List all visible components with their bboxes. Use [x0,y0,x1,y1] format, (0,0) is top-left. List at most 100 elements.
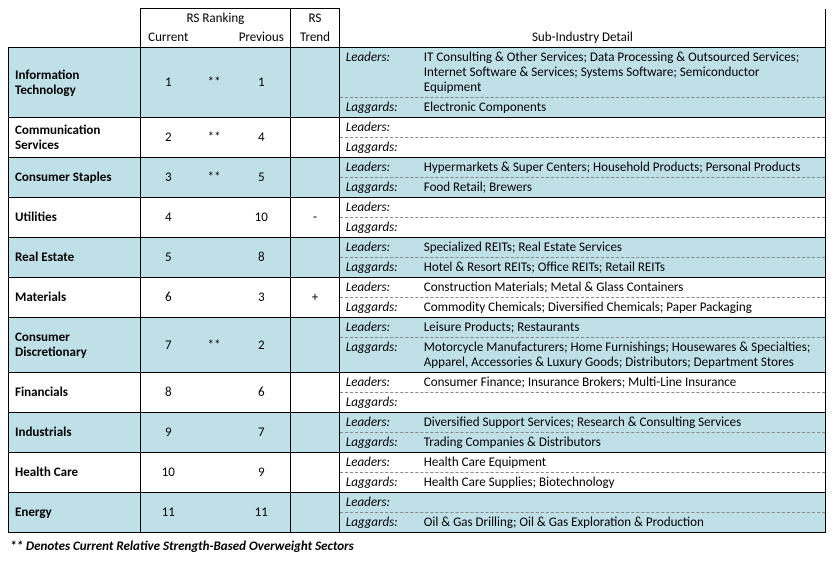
laggards-label: Laggards: [346,220,420,235]
current-rank: 6 [140,278,196,318]
sector-ranking-table: RS Ranking RS Current Previous Trend Sub… [8,8,826,533]
current-rank: 7 [140,318,196,373]
laggards-text: Trading Companies & Distributors [420,435,819,450]
sub-industry-detail: Leaders:Diversified Support Services; Re… [339,413,825,453]
leaders-label: Leaders: [346,200,420,215]
laggards-label: Laggards: [346,180,420,195]
sub-industry-detail: Leaders:Construction Materials; Metal & … [339,278,825,318]
overweight-mark [196,373,232,413]
table-row: Energy1111Leaders:Laggards:Oil & Gas Dri… [9,493,826,533]
sub-industry-detail: Leaders: Laggards: [339,198,825,238]
leaders-label: Leaders: [346,280,420,295]
header-previous: Previous [232,28,290,48]
laggards-label: Laggards: [346,340,420,355]
trend-cell [291,453,340,493]
header-detail-blank [339,9,825,29]
laggards-text: Health Care Supplies; Biotechnology [420,475,819,490]
leaders-label: Leaders: [346,415,420,430]
table-row: Utilities410-Leaders:Laggards: [9,198,826,238]
leaders-label: Leaders: [346,375,420,390]
corner-blank-2 [9,28,141,48]
current-rank: 1 [140,48,196,118]
previous-rank: 9 [232,453,290,493]
previous-rank: 11 [232,493,290,533]
leaders-text: Health Care Equipment [420,455,819,470]
overweight-mark: ** [196,158,232,198]
sector-name: Communication Services [9,118,141,158]
sector-name: Energy [9,493,141,533]
trend-cell [291,158,340,198]
header-rs-trend-line1: RS [291,9,340,29]
previous-rank: 2 [232,318,290,373]
trend-cell [291,413,340,453]
leaders-label: Leaders: [346,495,420,510]
sector-name: Materials [9,278,141,318]
sector-name: Utilities [9,198,141,238]
overweight-mark [196,278,232,318]
sector-name: Real Estate [9,238,141,278]
laggards-text: Motorcycle Manufacturers; Home Furnishin… [420,340,819,370]
overweight-mark: ** [196,48,232,118]
sector-name: Financials [9,373,141,413]
header-sub-industry: Sub-Industry Detail [339,28,825,48]
table-row: Information Technology1**1Leaders:IT Con… [9,48,826,118]
sub-industry-detail: Leaders:Hypermarkets & Super Centers; Ho… [339,158,825,198]
current-rank: 4 [140,198,196,238]
previous-rank: 8 [232,238,290,278]
table-row: Industrials97Leaders:Diversified Support… [9,413,826,453]
laggards-label: Laggards: [346,475,420,490]
table-row: Financials86 Leaders:Consumer Finance; In… [9,373,826,413]
sub-industry-detail: Leaders:Laggards:Oil & Gas Drilling; Oil… [339,493,825,533]
sub-industry-detail: Leaders:Health Care EquipmentLaggards:He… [339,453,825,493]
header-rs-ranking: RS Ranking [140,9,291,29]
header-mark-blank [196,28,232,48]
header-current: Current [140,28,196,48]
trend-cell [291,318,340,373]
sector-name: Industrials [9,413,141,453]
previous-rank: 5 [232,158,290,198]
sector-name: Information Technology [9,48,141,118]
overweight-mark [196,453,232,493]
previous-rank: 1 [232,48,290,118]
table-row: Consumer Staples3**5Leaders:Hypermarkets… [9,158,826,198]
leaders-label: Leaders: [346,160,420,175]
sector-name: Health Care [9,453,141,493]
sub-industry-detail: Leaders:Leisure Products; RestaurantsLag… [339,318,825,373]
table-row: Materials63+Leaders:Construction Materia… [9,278,826,318]
laggards-text: Hotel & Resort REITs; Office REITs; Reta… [420,260,819,275]
footnote: ** Denotes Current Relative Strength-Bas… [8,533,826,556]
laggards-label: Laggards: [346,140,420,155]
overweight-mark [196,238,232,278]
laggards-label: Laggards: [346,435,420,450]
previous-rank: 3 [232,278,290,318]
current-rank: 11 [140,493,196,533]
laggards-label: Laggards: [346,100,420,115]
leaders-label: Leaders: [346,50,420,65]
laggards-text: Electronic Components [420,100,819,115]
table-row: Health Care109Leaders:Health Care Equipm… [9,453,826,493]
laggards-text: Food Retail; Brewers [420,180,819,195]
sector-name: Consumer Staples [9,158,141,198]
laggards-text: Commodity Chemicals; Diversified Chemica… [420,300,819,315]
header-rs-trend-line2: Trend [291,28,340,48]
sub-industry-detail: Leaders:IT Consulting & Other Services; … [339,48,825,118]
leaders-label: Leaders: [346,120,420,135]
previous-rank: 4 [232,118,290,158]
table-row: Consumer Discretionary7**2Leaders:Leisur… [9,318,826,373]
sub-industry-detail: Leaders:Consumer Finance; Insurance Brok… [339,373,825,413]
laggards-label: Laggards: [346,260,420,275]
current-rank: 2 [140,118,196,158]
corner-blank [9,9,141,29]
overweight-mark [196,493,232,533]
trend-cell: + [291,278,340,318]
laggards-label: Laggards: [346,515,420,530]
current-rank: 8 [140,373,196,413]
leaders-text: Hypermarkets & Super Centers; Household … [420,160,819,175]
previous-rank: 6 [232,373,290,413]
leaders-text: IT Consulting & Other Services; Data Pro… [420,50,819,95]
sub-industry-detail: Leaders: Laggards: [339,118,825,158]
trend-cell [291,373,340,413]
leaders-text: Construction Materials; Metal & Glass Co… [420,280,819,295]
trend-cell: - [291,198,340,238]
overweight-mark: ** [196,318,232,373]
